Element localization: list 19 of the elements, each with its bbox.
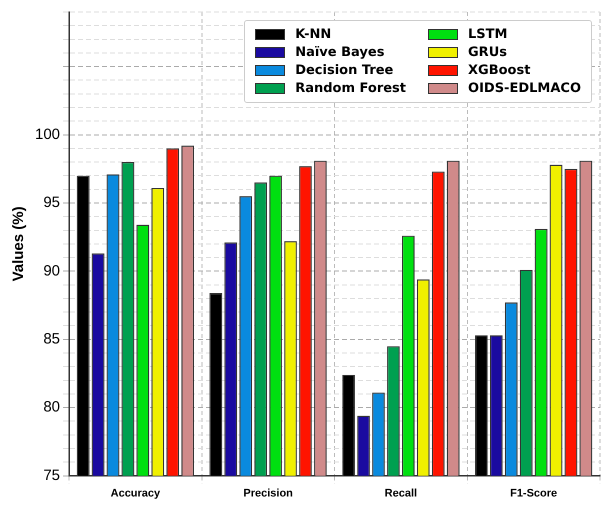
legend-label: XGBoost xyxy=(468,63,530,78)
y-tick-label: 75 xyxy=(43,466,60,484)
y-tick-label: 90 xyxy=(43,262,60,280)
x-tick-label: F1-Score xyxy=(510,487,558,500)
x-tick-label: Precision xyxy=(243,487,294,500)
y-tick-label: 95 xyxy=(43,194,60,212)
y-axis-title: Values (%) xyxy=(10,206,28,282)
legend-label: K-NN xyxy=(295,27,332,42)
legend-label: OIDS-EDLMACO xyxy=(468,81,581,96)
legend-label: GRUs xyxy=(468,45,507,60)
legend-label: Naïve Bayes xyxy=(295,45,384,60)
y-tick-label: 80 xyxy=(43,398,60,416)
x-tick-label: Accuracy xyxy=(110,487,162,500)
y-tick-label: 100 xyxy=(34,126,60,143)
y-tick-label: 85 xyxy=(43,330,60,348)
legend-label: Random Forest xyxy=(295,81,406,96)
x-tick-label: Recall xyxy=(384,487,418,500)
legend-label: Decision Tree xyxy=(295,63,394,78)
legend-label: LSTM xyxy=(468,27,508,42)
